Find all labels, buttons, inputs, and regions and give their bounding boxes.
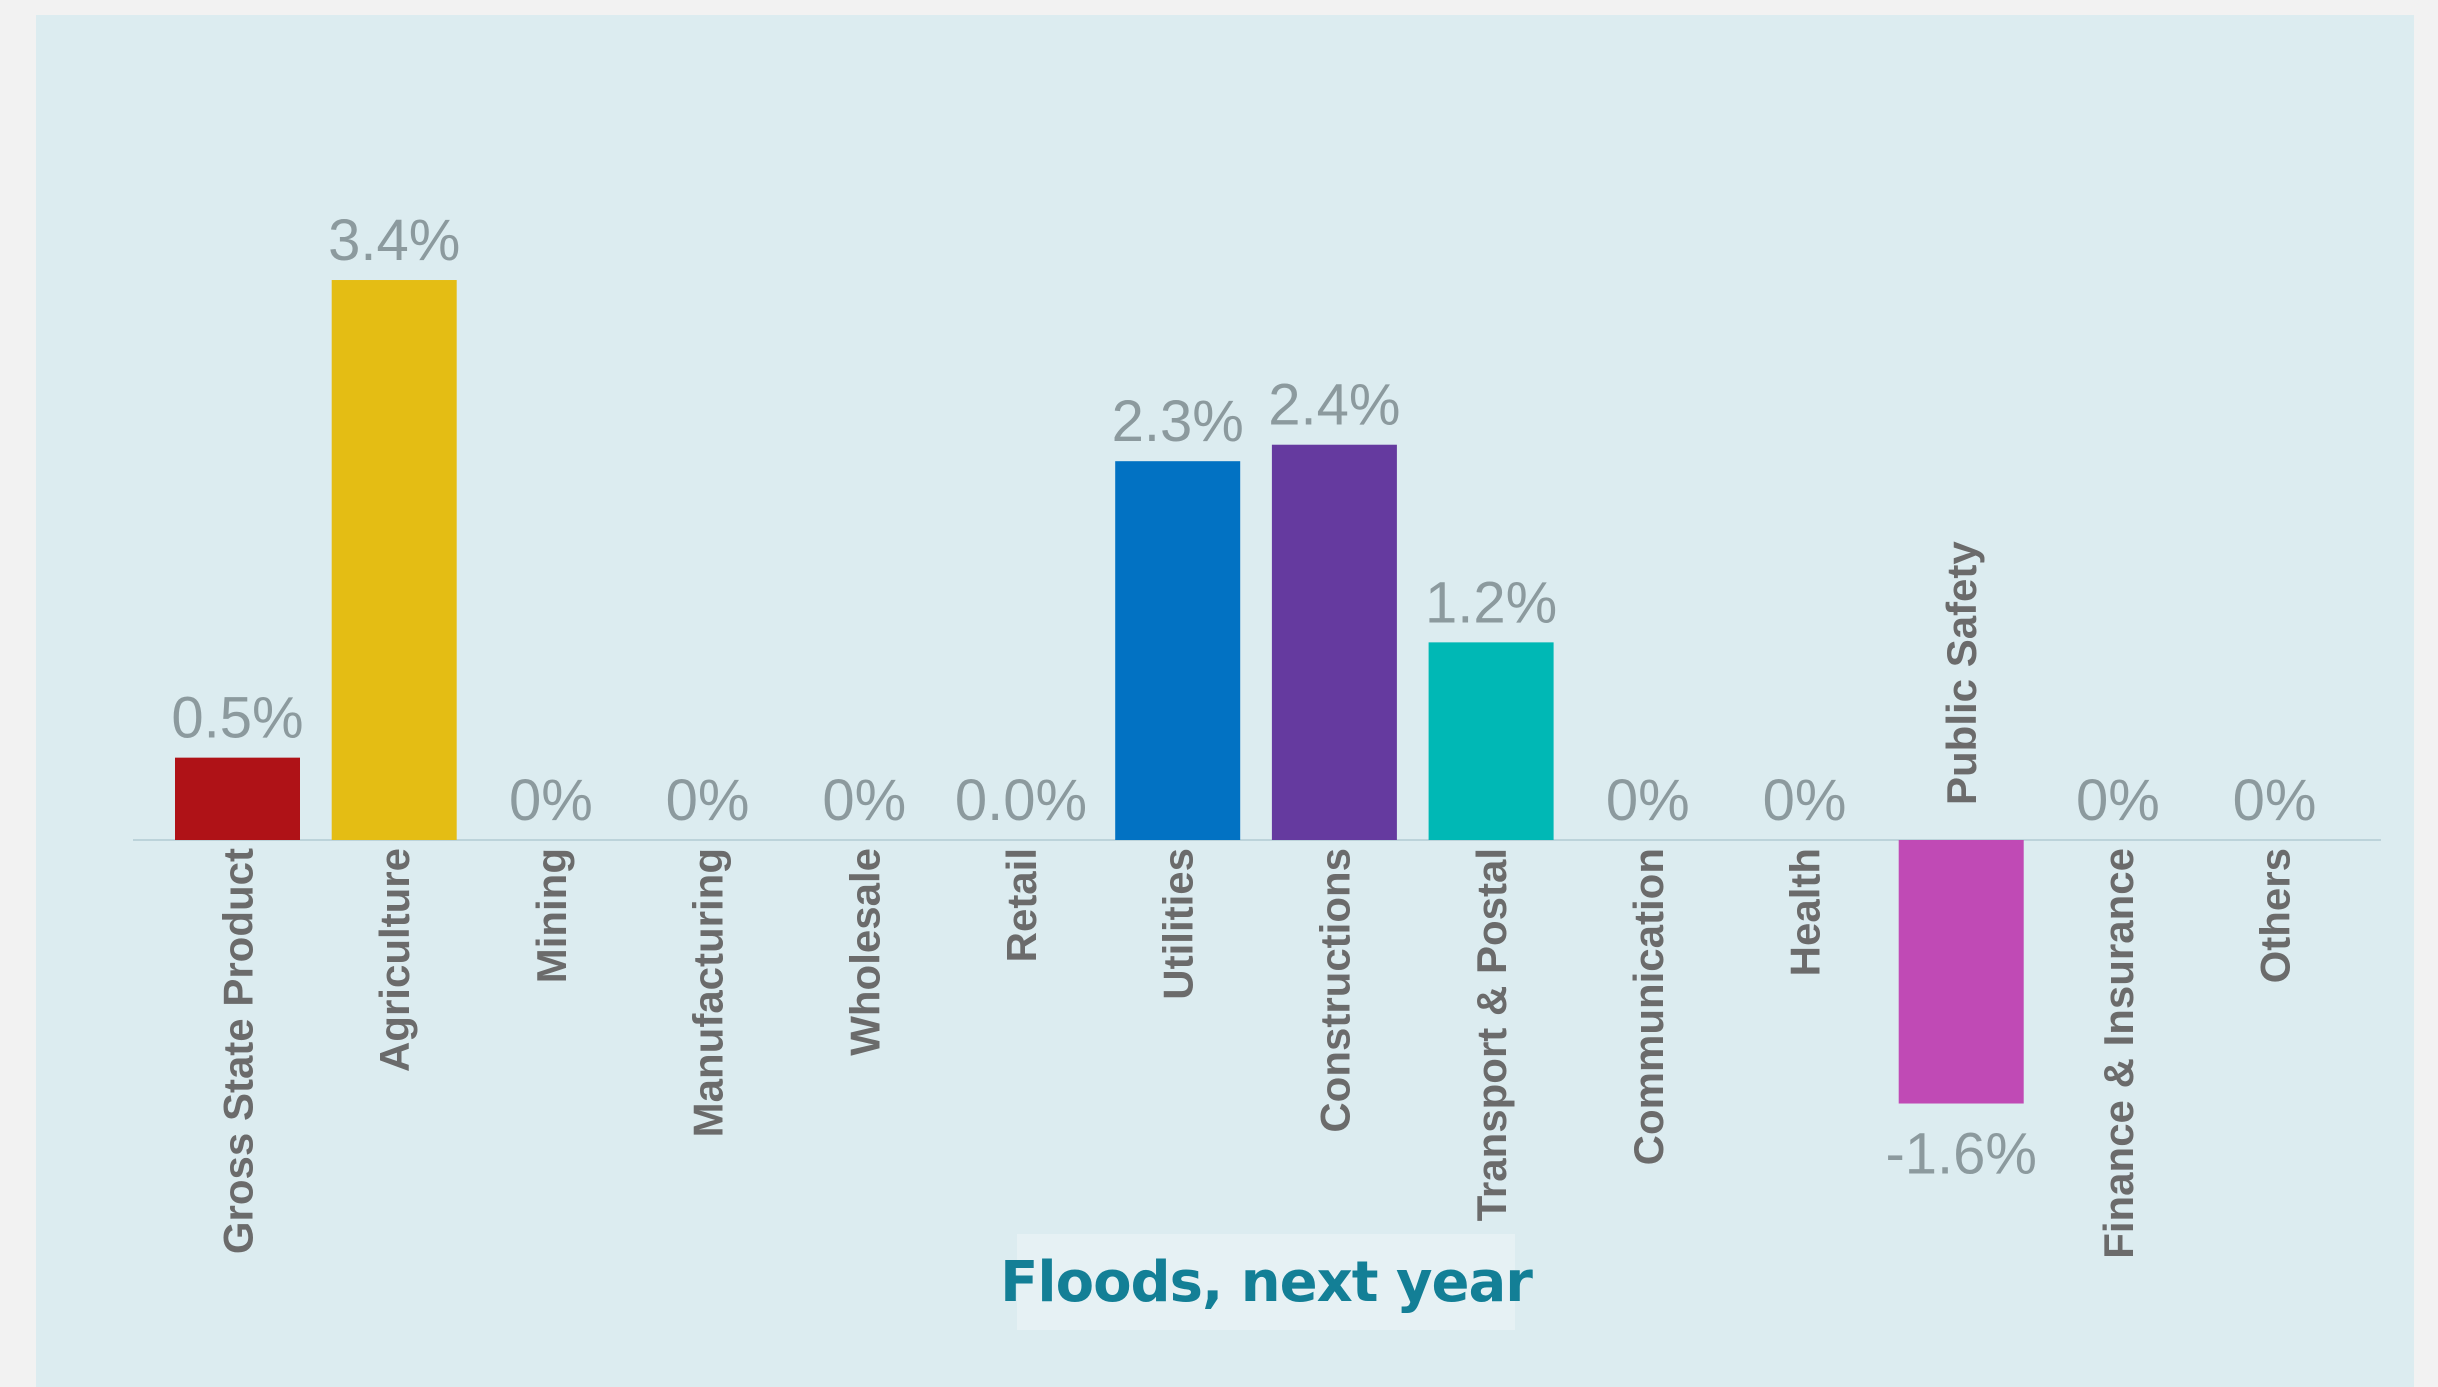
bar-chart: 0.5% 3.4% 0% 0% 0% 0.0% 2.3% 2.4% 1.2% 0% 0% -1.6% 0…	[133, 208, 2381, 1259]
value-labels-group: 0.5% 3.4% 0% 0% 0% 0.0% 2.3% 2.4% 1.2% 0% 0% -1.6% 0…	[171, 208, 2316, 1187]
category-label-utilities: Utilities	[1155, 848, 1202, 1000]
value-label-public-safety: -1.6%	[1885, 1122, 2037, 1187]
category-label-wholesale: Wholesale	[841, 848, 888, 1056]
category-label-health: Health	[1782, 848, 1829, 976]
chart-title-box: Floods, next year	[1000, 1234, 1533, 1330]
value-label-others: 0%	[2233, 768, 2317, 833]
chart-title: Floods, next year	[1000, 1249, 1533, 1315]
value-label-gross-state-product: 0.5%	[171, 686, 303, 751]
category-label-communication: Communication	[1625, 848, 1672, 1165]
bar-gross-state-product	[175, 757, 300, 840]
bar-utilities	[1115, 461, 1241, 840]
value-label-constructions: 2.4%	[1268, 373, 1400, 438]
category-label-manufacturing: Manufacturing	[685, 848, 732, 1137]
value-label-finance-and-insurance: 0%	[2076, 768, 2160, 833]
bar-agriculture	[331, 280, 457, 840]
category-label-gross-state-product: Gross State Product	[215, 848, 262, 1254]
value-label-health: 0%	[1763, 768, 1847, 833]
value-label-agriculture: 3.4%	[328, 208, 460, 273]
category-label-retail: Retail	[998, 848, 1045, 962]
value-label-retail: 0.0%	[955, 768, 1087, 833]
bar-transport-and-postal	[1428, 642, 1554, 840]
value-label-mining: 0%	[509, 768, 593, 833]
category-label-public-safety: Public Safety	[1938, 541, 1985, 805]
category-label-others: Others	[2252, 848, 2299, 983]
value-label-manufacturing: 0%	[666, 768, 750, 833]
value-label-utilities: 2.3%	[1112, 389, 1244, 454]
category-labels-group: Gross State Product Agriculture Mining Manu…	[215, 541, 2299, 1259]
value-label-communication: 0%	[1606, 768, 1690, 833]
bars-group	[175, 280, 2024, 1104]
value-label-wholesale: 0%	[822, 768, 906, 833]
category-label-agriculture: Agriculture	[371, 848, 418, 1072]
category-label-constructions: Constructions	[1311, 848, 1358, 1133]
category-label-transport-and-postal: Transport & Postal	[1468, 848, 1515, 1221]
bar-public-safety	[1898, 840, 2024, 1104]
bar-constructions	[1271, 444, 1397, 840]
value-label-transport-and-postal: 1.2%	[1425, 570, 1557, 635]
category-label-mining: Mining	[528, 848, 575, 983]
chart-panel: 0.5% 3.4% 0% 0% 0% 0.0% 2.3% 2.4% 1.2% 0% 0% -1.6% 0…	[36, 15, 2414, 1387]
category-label-finance-and-insurance: Finance & Insurance	[2095, 848, 2142, 1259]
